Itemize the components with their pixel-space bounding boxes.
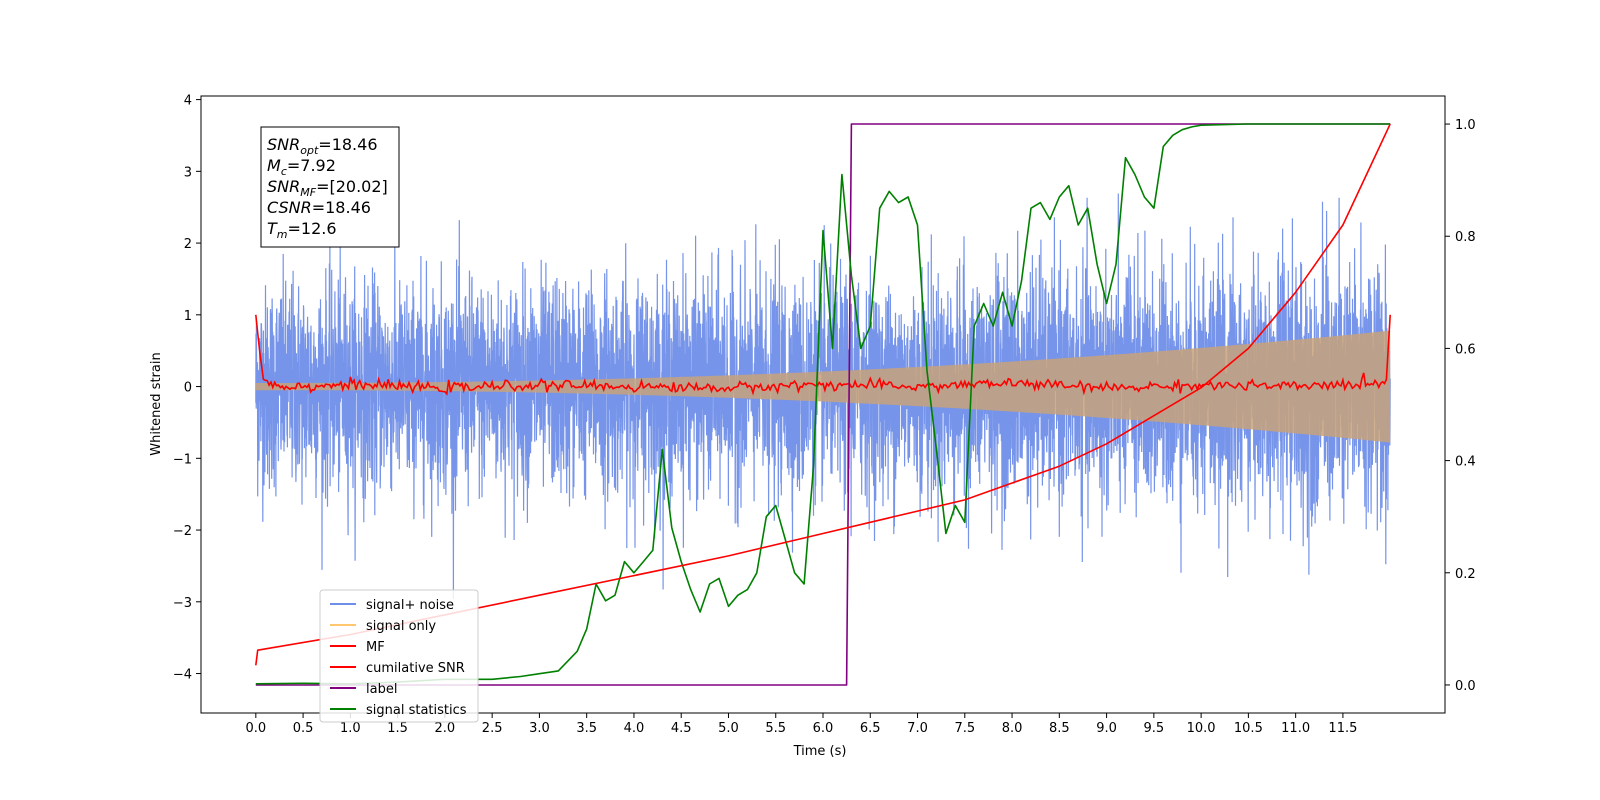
y-axis-left: −4 −3 −2 −1 0 1 2 3 4 (173, 94, 201, 683)
x-tick-label: 7.0 (907, 721, 928, 736)
y-tick-label-right: 0.2 (1455, 567, 1476, 582)
y-axis-right: 0.0 0.2 0.4 0.6 0.8 1.0 (1445, 118, 1476, 694)
legend-entry: MF (366, 640, 385, 655)
x-tick-label: 7.5 (954, 721, 975, 736)
series-label (255, 123, 1391, 686)
x-tick-label: 4.5 (671, 721, 692, 736)
y-tick-label-right: 0.6 (1455, 342, 1476, 357)
legend-entry: cumilative SNR (366, 661, 465, 676)
x-tick-label: 2.5 (482, 721, 503, 736)
x-tick-label: 10.0 (1187, 721, 1216, 736)
info-line: Tm=12.6 (267, 219, 337, 241)
x-tick-label: 8.5 (1049, 721, 1070, 736)
x-tick-label: 6.5 (860, 721, 881, 736)
x-tick-label: 11.5 (1328, 721, 1357, 736)
x-tick-label: 9.0 (1096, 721, 1117, 736)
x-tick-label: 3.0 (529, 721, 550, 736)
x-tick-label: 5.0 (718, 721, 739, 736)
x-tick-label: 0.0 (245, 721, 266, 736)
y-tick-label-left: 0 (184, 381, 192, 396)
info-box-frame (260, 126, 400, 248)
x-tick-label: 1.0 (340, 721, 361, 736)
legend-entry: label (366, 682, 397, 697)
y-tick-label-left: 3 (184, 165, 192, 180)
series-signal-only (255, 330, 1391, 443)
y-tick-label-left: 2 (184, 237, 192, 252)
x-tick-label: 3.5 (576, 721, 597, 736)
y-tick-label-left: 1 (184, 309, 192, 324)
series-signal-statistics (255, 123, 1391, 685)
legend-entry: signal only (366, 619, 436, 634)
x-axis: 0.0 0.5 1.0 1.5 2.0 2.5 3.0 3.5 4.0 4.5 5.0 5.5 6.0 6… (245, 713, 1357, 736)
y-tick-label-left: −4 (173, 668, 192, 683)
info-line: SNRopt=18.46 (267, 135, 378, 157)
legend-entry: signal+ noise (366, 598, 454, 613)
legend-entry: signal statistics (366, 703, 467, 718)
legend: signal+ noise signal only MF cumilative SNR… (319, 589, 479, 723)
y-tick-label-left: −1 (173, 452, 192, 467)
legend-frame (319, 589, 479, 723)
y-tick-label-left: 4 (184, 94, 192, 109)
series-mf (255, 314, 1391, 396)
x-tick-label: 9.5 (1144, 721, 1165, 736)
y-axis-label: Whitened strain (149, 352, 164, 455)
y-tick-label-right: 0.4 (1455, 455, 1476, 470)
y-tick-label-right: 0.0 (1455, 679, 1476, 694)
y-tick-label-right: 0.8 (1455, 230, 1476, 245)
y-tick-label-left: −2 (173, 524, 192, 539)
y-tick-label-right: 1.0 (1455, 118, 1476, 133)
x-tick-label: 5.5 (765, 721, 786, 736)
info-line: Mc=7.92 (267, 156, 336, 178)
x-tick-label: 10.5 (1234, 721, 1263, 736)
info-line: CSNR=18.46 (267, 198, 371, 217)
x-tick-label: 4.0 (624, 721, 645, 736)
info-box: SNRopt=18.46Mc=7.92SNRMF=[20.02]CSNR=18.… (260, 126, 400, 248)
info-line: SNRMF=[20.02] (267, 177, 388, 199)
y-tick-label-left: −3 (173, 596, 192, 611)
x-tick-label: 2.0 (435, 721, 456, 736)
x-tick-label: 6.0 (813, 721, 834, 736)
x-axis-label: Time (s) (793, 744, 847, 759)
x-tick-label: 11.0 (1281, 721, 1310, 736)
x-tick-label: 8.0 (1002, 721, 1023, 736)
x-tick-label: 1.5 (387, 721, 408, 736)
x-tick-label: 0.5 (293, 721, 314, 736)
